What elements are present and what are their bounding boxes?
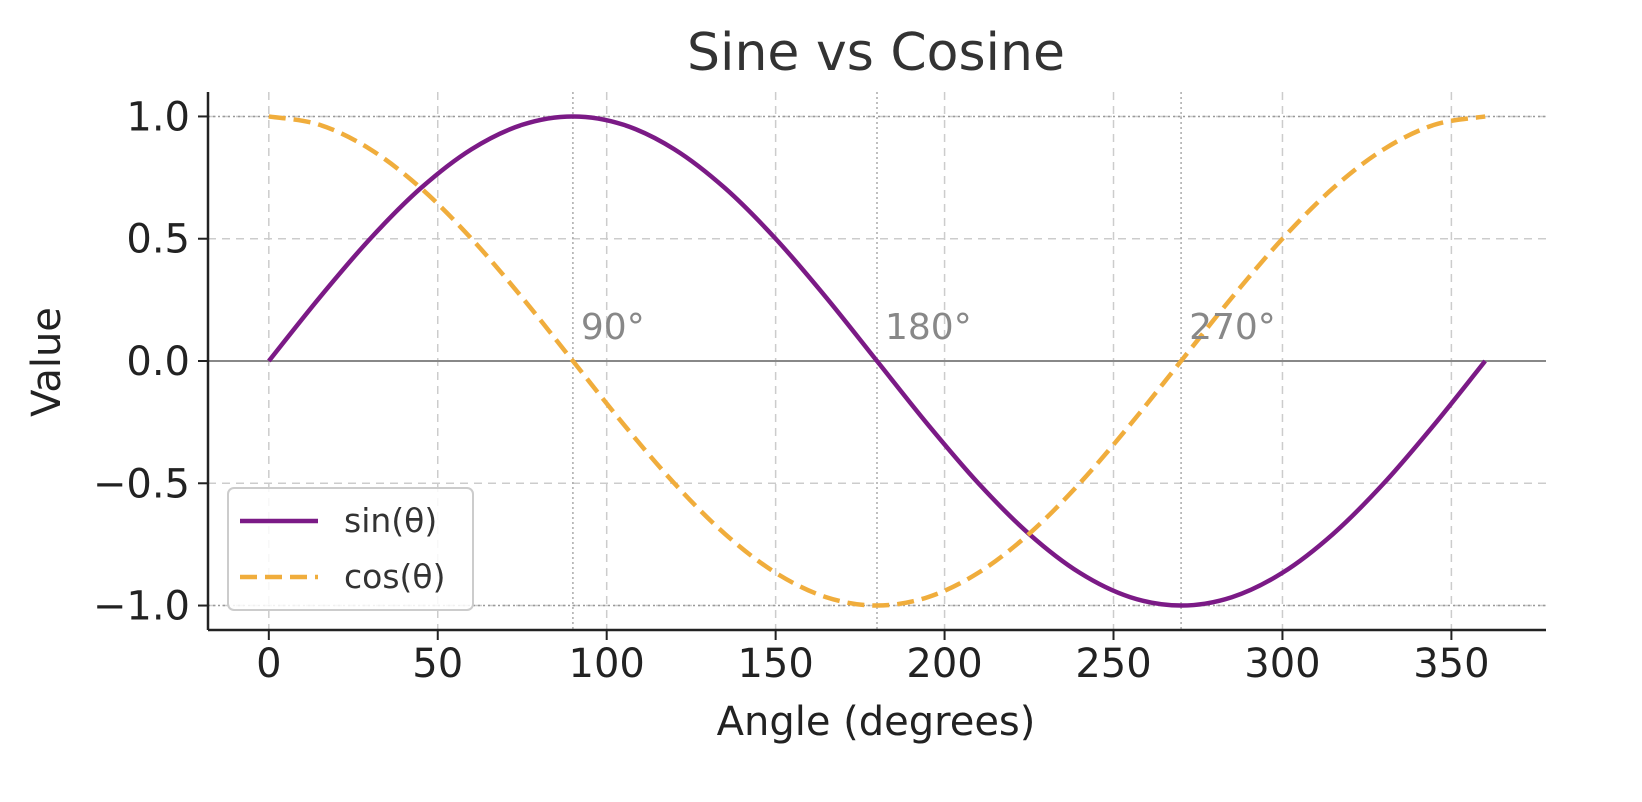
y-tick-label: −1.0 (93, 584, 190, 630)
chart-title: Sine vs Cosine (687, 23, 1065, 83)
legend-box (227, 487, 474, 611)
y-tick-label: 0.5 (126, 217, 190, 263)
x-tick-label: 300 (1244, 641, 1320, 687)
angle-annotation: 270° (1189, 307, 1276, 348)
series-group (267, 114, 1487, 608)
x-axis-label: Angle (degrees) (717, 699, 1036, 745)
tick-labels: 0 50 100 150 200 250 300 350 −1.0 −0.5 0.0 0.5 1.0 (93, 94, 1490, 687)
y-axis-label: Value (24, 307, 70, 417)
cos-series-line (268, 114, 1486, 608)
x-tick-label: 0 (256, 641, 281, 687)
x-tick-label: 350 (1413, 641, 1489, 687)
angle-annotation: 180° (885, 307, 972, 348)
x-tick-label: 200 (906, 641, 982, 687)
x-tick-label: 250 (1075, 641, 1151, 687)
legend-cos-label: cos(θ) (344, 557, 445, 596)
sin-series-line (267, 114, 1487, 608)
y-tick-label: −0.5 (93, 461, 190, 507)
y-tick-label: 0.0 (126, 339, 190, 385)
legend-sin-label: sin(θ) (344, 501, 437, 540)
legend: sin(θ) cos(θ) (227, 487, 474, 611)
x-tick-label: 50 (412, 641, 463, 687)
annotations: 90° 180° 270° (581, 307, 1276, 348)
x-tick-label: 150 (737, 641, 813, 687)
y-tick-label: 1.0 (126, 94, 190, 140)
x-tick-label: 100 (569, 641, 645, 687)
angle-annotation: 90° (581, 307, 645, 348)
